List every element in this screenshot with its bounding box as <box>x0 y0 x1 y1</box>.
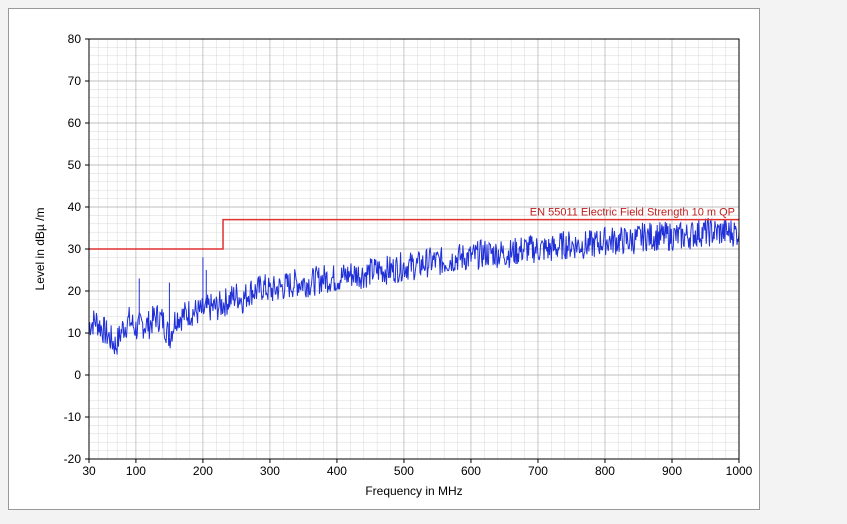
emc-spectrum-chart: -20 -10 0 10 20 30 40 50 60 70 80 30 100 200 300 400 500… <box>9 9 759 509</box>
y-tick-label: 40 <box>68 200 82 214</box>
y-tick-label: 10 <box>68 326 82 340</box>
x-tick-label: 300 <box>260 464 280 478</box>
limit-label: EN 55011 Electric Field Strength 10 m QP <box>530 207 735 219</box>
y-tick-label: 50 <box>68 158 82 172</box>
y-tick-label: 0 <box>74 368 81 382</box>
x-tick-label: 600 <box>461 464 481 478</box>
x-tick-label: 1000 <box>726 464 753 478</box>
x-axis-label: Frequency in MHz <box>365 484 462 498</box>
x-tick-label: 800 <box>595 464 615 478</box>
y-tick-label: 70 <box>68 74 82 88</box>
y-tick-label: 60 <box>68 116 82 130</box>
x-tick-label: 200 <box>193 464 213 478</box>
y-tick-label: 30 <box>68 242 82 256</box>
y-tick-label: -20 <box>64 452 82 466</box>
y-tick-label: 80 <box>68 32 82 46</box>
x-tick-label: 700 <box>528 464 548 478</box>
y-axis-label: Level in dBµ /m <box>33 208 47 291</box>
x-tick-label: 30 <box>82 464 96 478</box>
x-tick-label: 900 <box>662 464 682 478</box>
x-tick-label: 500 <box>394 464 414 478</box>
y-tick-label: 20 <box>68 284 82 298</box>
chart-panel: -20 -10 0 10 20 30 40 50 60 70 80 30 100 200 300 400 500… <box>8 8 760 510</box>
chart-frame: -20 -10 0 10 20 30 40 50 60 70 80 30 100 200 300 400 500… <box>0 0 847 524</box>
x-tick-label: 100 <box>126 464 146 478</box>
y-tick-label: -10 <box>64 410 82 424</box>
x-tick-label: 400 <box>327 464 347 478</box>
